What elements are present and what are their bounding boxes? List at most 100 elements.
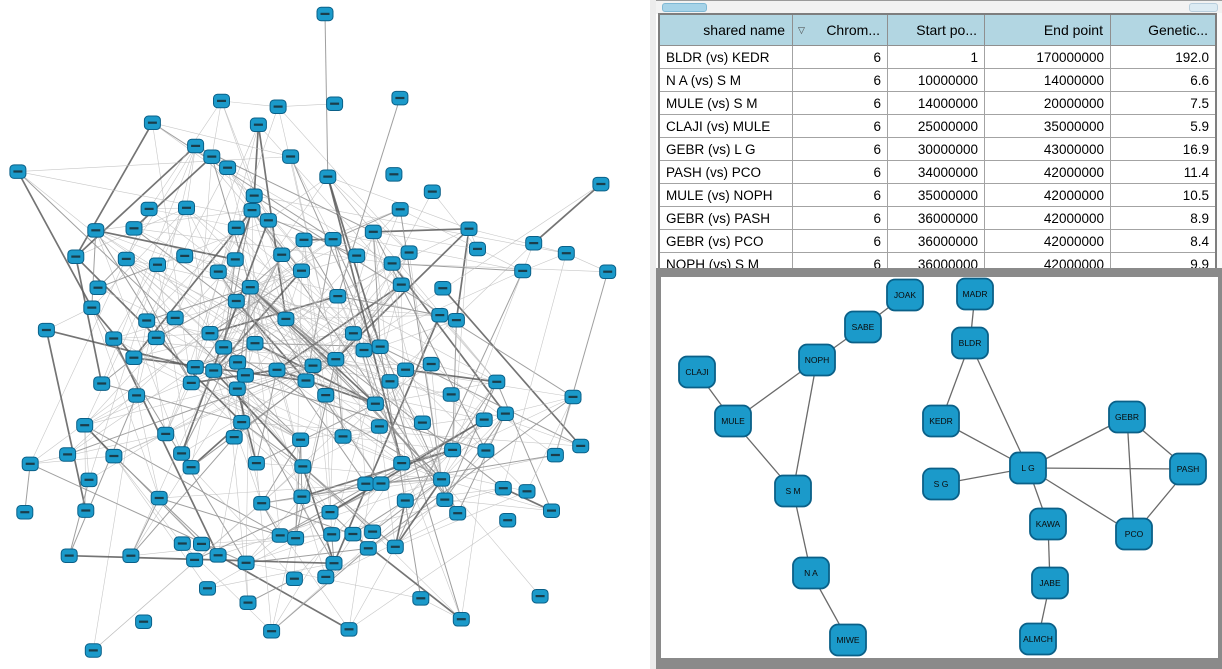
table-cell[interactable]: 25000000 [888,115,985,137]
hairball-node[interactable] [494,481,512,496]
network-node-PCO[interactable]: PCO [1115,517,1153,551]
hairball-node[interactable] [372,476,390,491]
table-cell[interactable]: CLAJI (vs) MULE [660,115,793,137]
hairball-node[interactable] [76,418,94,433]
table-cell[interactable]: MULE (vs) S M [660,92,793,114]
hairball-node[interactable] [442,387,460,402]
hairball-node[interactable] [205,363,223,378]
network-edge-BLDR-LG[interactable] [969,342,1029,469]
hairball-node[interactable] [297,373,315,388]
column-header-genetic-[interactable]: Genetic... [1111,15,1215,45]
hairball-node[interactable] [413,415,431,430]
table-cell[interactable]: GEBR (vs) PASH [660,207,793,229]
hairball-node[interactable] [199,581,216,596]
network-node-KEDR[interactable]: KEDR [922,404,960,438]
network-node-PASH[interactable]: PASH [1169,452,1207,486]
hairball-node[interactable] [475,412,493,427]
hairball-node[interactable] [173,446,191,461]
hairball-node[interactable] [396,493,414,508]
hairball-node[interactable] [277,311,295,327]
network-edge-GEBR-PCO[interactable] [1126,416,1135,535]
hairball-node[interactable] [186,552,204,568]
column-header-chrom-[interactable]: ▽ Chrom... [793,15,888,45]
network-node-BLDR[interactable]: BLDR [951,326,989,360]
network-node-NA[interactable]: N A [792,556,830,590]
table-cell[interactable]: N A (vs) S M [660,69,793,91]
hairball-node[interactable] [105,448,123,464]
hairball-node[interactable] [247,455,265,471]
hairball-node[interactable] [125,350,143,366]
hairball-node[interactable] [193,536,210,552]
hairball-node[interactable] [253,496,271,511]
hairball-node[interactable] [436,492,454,507]
hairball-node[interactable] [525,235,543,251]
table-cell[interactable]: 35000000 [888,184,985,206]
hairball-node[interactable] [543,503,560,518]
network-node-ALMCH[interactable]: ALMCH [1019,622,1057,656]
hairball-node[interactable] [327,352,345,367]
hairball-node[interactable] [292,432,310,448]
hairball-node[interactable] [227,220,245,236]
hairball-node[interactable] [325,556,343,571]
hairball-node[interactable] [557,246,575,261]
network-edge-LG-PASH[interactable] [1027,467,1189,470]
hairball-node[interactable] [381,374,399,389]
table-row[interactable]: GEBR (vs) PCO 6 36000000 42000000 8.4 [660,230,1215,253]
hairball-node[interactable] [370,419,388,434]
hairball-node[interactable] [249,117,267,133]
table-cell[interactable]: 42000000 [985,207,1111,229]
table-cell[interactable]: GEBR (vs) PCO [660,230,793,252]
hairball-node[interactable] [319,169,337,184]
hairball-node[interactable] [514,263,532,279]
hairball-node[interactable] [143,115,161,131]
hairball-node[interactable] [317,387,335,403]
hairball-node[interactable] [209,548,227,563]
hairball-node[interactable] [592,176,610,192]
hairball-node[interactable] [359,541,377,556]
table-cell[interactable]: 8.4 [1190,233,1209,249]
hairball-node[interactable] [89,280,107,296]
hairball-node[interactable] [323,527,341,542]
hairball-node[interactable] [317,569,335,585]
hairball-node[interactable] [83,300,101,315]
hairball-node[interactable] [572,438,590,454]
hairball-node[interactable] [239,595,257,610]
table-row[interactable]: GEBR (vs) L G 6 30000000 43000000 16.9 [660,138,1215,161]
table-cell[interactable]: 6 [793,253,888,275]
table-cell[interactable]: 6 [793,161,888,183]
table-cell[interactable]: 30000000 [888,138,985,160]
table-cell[interactable]: 36000000 [888,253,985,275]
hairball-node[interactable] [344,326,362,341]
table-cell[interactable]: 42000000 [985,161,1111,183]
hairball-node[interactable] [344,526,362,542]
horizontal-scrollbar[interactable] [656,0,1222,14]
hairball-node[interactable] [499,513,517,528]
hairball-node[interactable] [135,614,153,630]
table-cell[interactable]: 5.9 [1190,118,1209,134]
hairball-node[interactable] [447,312,465,328]
column-header-start-po-[interactable]: Start po... [888,15,985,45]
table-cell[interactable]: PASH (vs) PCO [660,161,793,183]
table-row[interactable]: CLAJI (vs) MULE 6 25000000 35000000 5.9 [660,115,1215,138]
hairball-node[interactable] [321,504,339,520]
hairball-node[interactable] [215,340,233,355]
table-row[interactable]: BLDR (vs) KEDR 6 1 170000000 192.0 [660,46,1215,69]
hairball-node[interactable] [149,257,166,273]
hairball-node[interactable] [67,249,85,264]
hairball-node[interactable] [213,93,230,109]
table-cell[interactable]: 14000000 [888,92,985,114]
hairball-node[interactable] [21,456,39,472]
network-node-GEBR[interactable]: GEBR [1108,400,1146,434]
hairball-node[interactable] [293,489,311,504]
hairball-node[interactable] [460,221,478,237]
hairball-node[interactable] [488,374,506,390]
hairball-node[interactable] [59,447,77,462]
table-cell[interactable]: NOPH (vs) S M [660,253,793,275]
hairball-node[interactable] [564,389,582,405]
hairball-node[interactable] [531,588,549,604]
hairball-node[interactable] [599,264,617,280]
hairball-node[interactable] [271,528,289,543]
hairball-node[interactable] [444,442,462,458]
hairball-node[interactable] [469,241,486,257]
hairball-node[interactable] [324,232,342,247]
